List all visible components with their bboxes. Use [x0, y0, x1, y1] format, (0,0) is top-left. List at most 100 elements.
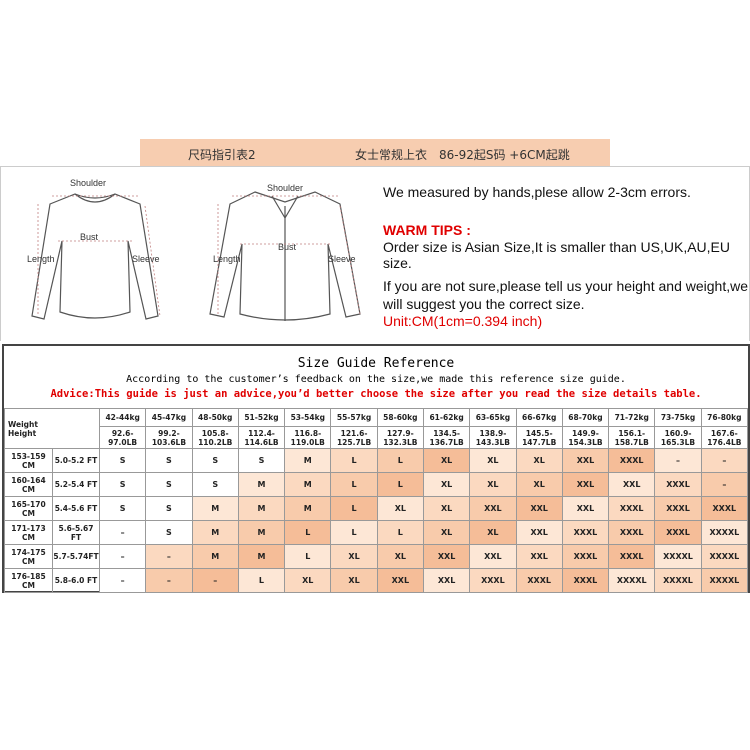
weight-kg: 66-67kg: [515, 408, 563, 427]
size-cell: XXL: [422, 568, 471, 593]
size-cell: S: [98, 496, 147, 521]
size-cell: XXXL: [561, 544, 610, 569]
height-cm: 153-159 CM: [4, 448, 53, 473]
size-cell: XXXL: [654, 496, 702, 521]
weight-lb: 167.6-176.4LB: [700, 426, 749, 449]
size-cell: XL: [422, 496, 471, 521]
size-cell: XL: [330, 568, 378, 593]
size-cell: –: [700, 472, 749, 497]
banner-subtitle: 女士常规上衣 86-92起S码 +6CM起跳: [355, 148, 570, 162]
size-cell: XL: [469, 520, 517, 545]
height-ft: 5.2-5.4 FT: [52, 472, 100, 497]
weight-lb: 99.2-103.6LB: [145, 426, 193, 449]
size-cell: L: [284, 520, 332, 545]
size-cell: XXXXL: [700, 568, 749, 593]
weight-lb: 145.5-147.7LB: [515, 426, 563, 449]
size-cell: XXXL: [561, 568, 610, 593]
weight-kg: 48-50kg: [191, 408, 239, 427]
diagram-label: Bust: [278, 242, 297, 252]
size-cell: L: [376, 448, 424, 473]
corner-height: Height: [8, 428, 37, 438]
size-cell: XXXL: [515, 568, 563, 593]
size-cell: S: [145, 496, 193, 521]
size-cell: M: [237, 472, 286, 497]
diagrams: Shoulder Bust Length Sleeve Shoulder Bus…: [27, 178, 361, 321]
weight-kg: 73-75kg: [654, 408, 702, 427]
size-cell: XXXL: [608, 496, 656, 521]
size-cell: XL: [376, 496, 424, 521]
size-cell: XL: [469, 472, 517, 497]
height-ft: 5.4-5.6 FT: [52, 496, 100, 521]
diagram-label: Length: [27, 254, 55, 264]
weight-kg: 68-70kg: [561, 408, 610, 427]
size-cell: XXL: [561, 448, 610, 473]
height-ft: 5.6-5.67 FT: [52, 520, 100, 545]
size-cell: L: [376, 472, 424, 497]
header-row: 92.6-97.0LB 99.2-103.6LB 105.8-110.2LB 112.…: [5, 426, 749, 449]
size-cell: –: [98, 568, 147, 593]
size-row: 171-173 CM 5.6-5.67 FT – S M M L L L XL XL XXL XXXL X…: [4, 520, 749, 545]
height-cm: 174-175 CM: [4, 544, 53, 569]
diagram-label: Bust: [80, 232, 99, 242]
weight-kg: 58-60kg: [376, 408, 424, 427]
size-cell: S: [145, 472, 193, 497]
weight-kg: 42-44kg: [98, 408, 147, 427]
size-cell: M: [237, 496, 286, 521]
size-cell: M: [191, 496, 239, 521]
weight-kg: 45-47kg: [145, 408, 193, 427]
size-cell: S: [145, 448, 193, 473]
size-cell: XL: [422, 472, 471, 497]
table-advice: Advice:This guide is just an advice,you’…: [50, 388, 702, 400]
size-cell: XXXXL: [608, 568, 656, 593]
size-cell: XXL: [469, 496, 517, 521]
size-cell: S: [98, 448, 147, 473]
size-row: 153-159 CM 5.0-5.2 FT S S S S M L L XL XL XL XXL XXXL…: [4, 448, 749, 473]
size-cell: XXXL: [469, 568, 517, 593]
weight-lb: 116.8-119.0LB: [284, 426, 332, 449]
weight-lb: 112.4-114.6LB: [237, 426, 286, 449]
size-cell: –: [145, 568, 193, 593]
size-cell: XL: [284, 568, 332, 593]
unit-note: Unit:CM(1cm=0.394 inch): [383, 313, 543, 329]
size-cell: XXXXL: [700, 544, 749, 569]
size-cell: XXL: [608, 472, 656, 497]
size-cell: XXXL: [654, 472, 702, 497]
size-cell: XXXL: [654, 520, 702, 545]
weight-lb: 149.9-154.3LB: [561, 426, 610, 449]
height-cm: 171-173 CM: [4, 520, 53, 545]
size-cell: XXL: [515, 496, 563, 521]
size-cell: XXL: [469, 544, 517, 569]
size-cell: XXL: [376, 568, 424, 593]
weight-kg: 63-65kg: [469, 408, 517, 427]
size-cell: XXL: [515, 520, 563, 545]
weight-lb: 160.9-165.3LB: [654, 426, 702, 449]
size-cell: XXXXL: [700, 520, 749, 545]
size-cell: XXXL: [608, 448, 656, 473]
size-cell: –: [98, 544, 147, 569]
size-cell: M: [284, 448, 332, 473]
size-cell: XXL: [422, 544, 471, 569]
size-cell: XXXL: [561, 520, 610, 545]
size-cell: –: [145, 544, 193, 569]
diagram-label: Sleeve: [328, 254, 356, 264]
weight-lb: 127.9-132.3LB: [376, 426, 424, 449]
height-ft: 5.0-5.2 FT: [52, 448, 100, 473]
size-cell: XL: [422, 520, 471, 545]
height-ft: 5.7-5.74FT: [52, 544, 100, 569]
table-subtitle: According to the customer’s feedback on …: [126, 374, 626, 385]
table-title: Size Guide Reference: [297, 356, 455, 371]
size-cell: XL: [469, 448, 517, 473]
diagram-label: Shoulder: [70, 178, 106, 188]
size-cell: M: [191, 544, 239, 569]
weight-kg: 53-54kg: [284, 408, 332, 427]
height-cm: 160-164 CM: [4, 472, 53, 497]
size-cell: M: [237, 544, 286, 569]
size-cell: L: [284, 544, 332, 569]
size-cell: S: [191, 472, 239, 497]
height-ft: 5.8-6.0 FT: [52, 568, 100, 593]
note: If you are not sure,please tell us your …: [383, 278, 748, 312]
diagram-label: Shoulder: [267, 183, 303, 193]
height-cm: 176-185 CM: [4, 568, 53, 593]
warm-tips: WARM TIPS :: [383, 222, 471, 238]
